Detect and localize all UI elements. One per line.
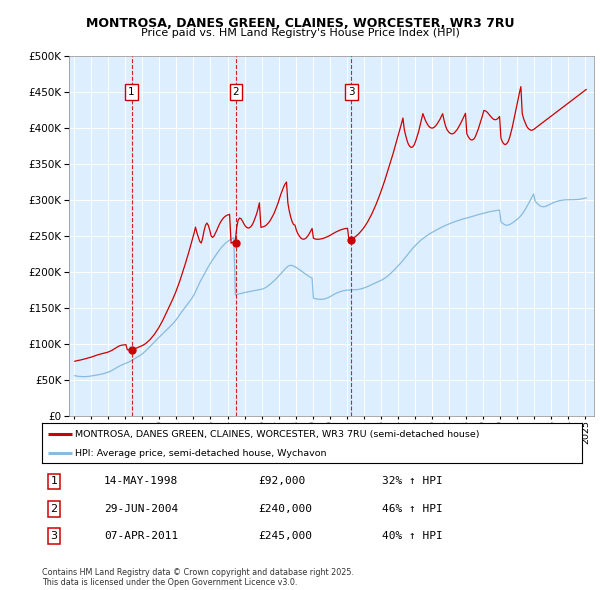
- Text: 07-APR-2011: 07-APR-2011: [104, 531, 178, 541]
- Text: HPI: Average price, semi-detached house, Wychavon: HPI: Average price, semi-detached house,…: [76, 448, 327, 458]
- Text: 2: 2: [50, 504, 58, 514]
- Text: 1: 1: [50, 477, 58, 487]
- Text: MONTROSA, DANES GREEN, CLAINES, WORCESTER, WR3 7RU: MONTROSA, DANES GREEN, CLAINES, WORCESTE…: [86, 17, 514, 30]
- Text: 3: 3: [50, 531, 58, 541]
- Text: 1: 1: [128, 87, 135, 97]
- Text: Contains HM Land Registry data © Crown copyright and database right 2025.
This d: Contains HM Land Registry data © Crown c…: [42, 568, 354, 587]
- Text: 3: 3: [348, 87, 355, 97]
- Text: £245,000: £245,000: [258, 531, 312, 541]
- Text: 14-MAY-1998: 14-MAY-1998: [104, 477, 178, 487]
- Text: Price paid vs. HM Land Registry's House Price Index (HPI): Price paid vs. HM Land Registry's House …: [140, 28, 460, 38]
- Text: 46% ↑ HPI: 46% ↑ HPI: [382, 504, 443, 514]
- Text: £240,000: £240,000: [258, 504, 312, 514]
- Text: £92,000: £92,000: [258, 477, 305, 487]
- Text: 29-JUN-2004: 29-JUN-2004: [104, 504, 178, 514]
- Text: 40% ↑ HPI: 40% ↑ HPI: [382, 531, 443, 541]
- Text: MONTROSA, DANES GREEN, CLAINES, WORCESTER, WR3 7RU (semi-detached house): MONTROSA, DANES GREEN, CLAINES, WORCESTE…: [76, 430, 480, 439]
- Text: 32% ↑ HPI: 32% ↑ HPI: [382, 477, 443, 487]
- Text: 2: 2: [233, 87, 239, 97]
